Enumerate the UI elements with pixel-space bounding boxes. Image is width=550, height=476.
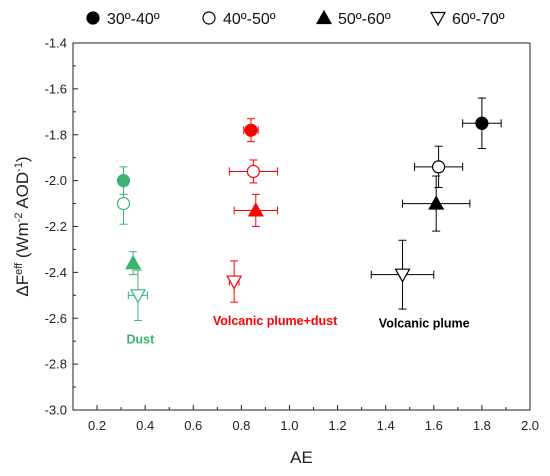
x-axis-ticks: 0.2 0.4 0.6 0.8 1.0 1.2 1.4 1.6 1.8 2.0 — [88, 405, 539, 433]
legend-label: 50º-60º — [338, 11, 391, 28]
data-groups: Dust Volcanic plume+dust Volcanic plume — [116, 97, 502, 346]
y-tick-label: -2.2 — [45, 219, 67, 234]
legend-label: 40º-50º — [223, 11, 276, 28]
data-point — [243, 118, 259, 143]
marker-triangle-down — [226, 275, 243, 290]
x-tick-label: 0.8 — [232, 418, 250, 433]
x-tick-label: 1.2 — [329, 418, 347, 433]
data-group: Volcanic plume+dust — [213, 118, 338, 328]
data-point — [370, 239, 435, 310]
y-tick-label: -1.8 — [45, 127, 67, 142]
x-tick-label: 0.6 — [184, 418, 202, 433]
y-tick-label: -2.4 — [45, 265, 67, 280]
marker-circle — [432, 160, 446, 174]
y-axis-label-mid: (Wm — [13, 222, 32, 263]
data-point — [116, 182, 131, 225]
y-axis-label-end: ) — [13, 156, 32, 162]
data-group: Volcanic plume — [370, 97, 502, 330]
x-tick-label: 1.8 — [473, 418, 491, 433]
y-tick-label: -2.0 — [45, 173, 67, 188]
y-axis-label-sup2: -2 — [13, 212, 25, 222]
legend: 30º-40º 40º-50º 50º-60º 60º-70º — [86, 9, 505, 28]
y-axis-label: ΔFeff (Wm-2 AOD-1) — [13, 156, 32, 296]
y-tick-label: -3.0 — [45, 403, 67, 418]
data-group: Dust — [116, 166, 155, 346]
data-point — [228, 159, 278, 184]
data-point — [125, 251, 142, 276]
y-axis-ticks: -3.0 -2.8 -2.6 -2.4 -2.2 -2.0 -1.8 -1.6 -1.4 — [45, 36, 78, 418]
plot-frame — [72, 42, 531, 411]
marker-circle — [244, 123, 258, 137]
legend-label: 60º-70º — [452, 11, 505, 28]
legend-marker — [86, 11, 100, 25]
legend-marker — [429, 11, 447, 27]
legend-label: 30º-40º — [107, 11, 160, 28]
x-tick-label: 1.0 — [280, 418, 298, 433]
group-annotation: Volcanic plume — [379, 316, 470, 330]
y-axis-label-sup3: -1 — [13, 162, 25, 172]
marker-circle — [246, 164, 260, 179]
legend-item: 50º-60º — [315, 9, 391, 28]
group-annotation: Volcanic plume+dust — [213, 314, 338, 328]
marker-circle — [475, 116, 489, 130]
x-tick-label: 1.4 — [377, 418, 395, 433]
legend-marker — [315, 9, 333, 25]
data-point — [462, 97, 502, 150]
x-tick-label: 2.0 — [521, 418, 539, 433]
marker-circle — [116, 196, 131, 211]
y-axis-label-base: ΔF — [13, 275, 32, 297]
y-axis-label-mid2: AOD — [13, 172, 32, 213]
data-point — [226, 260, 243, 303]
data-point — [402, 175, 471, 232]
marker-triangle-down — [394, 268, 411, 283]
marker-triangle-up — [428, 195, 445, 210]
y-tick-label: -1.6 — [45, 81, 67, 96]
y-axis-label-sup1: eff — [13, 262, 25, 275]
data-point — [127, 269, 149, 322]
y-tick-label: -2.6 — [45, 311, 67, 326]
x-tick-label: 1.6 — [425, 418, 443, 433]
group-annotation: Dust — [126, 332, 155, 346]
x-tick-label: 0.2 — [88, 418, 106, 433]
y-tick-label: -1.4 — [45, 36, 67, 51]
data-point — [233, 193, 278, 227]
marker-triangle-up — [125, 254, 142, 270]
x-tick-label: 0.4 — [136, 418, 154, 433]
y-tick-label: -2.8 — [45, 357, 67, 372]
marker-triangle-up — [247, 202, 264, 217]
legend-item: 30º-40º — [86, 11, 160, 28]
legend-marker — [202, 11, 216, 25]
axes: 0.2 0.4 0.6 0.8 1.0 1.2 1.4 1.6 1.8 2.0 -3.0-2.8-… — [45, 36, 539, 434]
data-point — [414, 145, 464, 189]
legend-item: 60º-70º — [429, 11, 505, 28]
legend-item: 40º-50º — [202, 11, 276, 28]
x-axis-label: AE — [290, 448, 313, 467]
marker-triangle-down — [129, 289, 146, 304]
